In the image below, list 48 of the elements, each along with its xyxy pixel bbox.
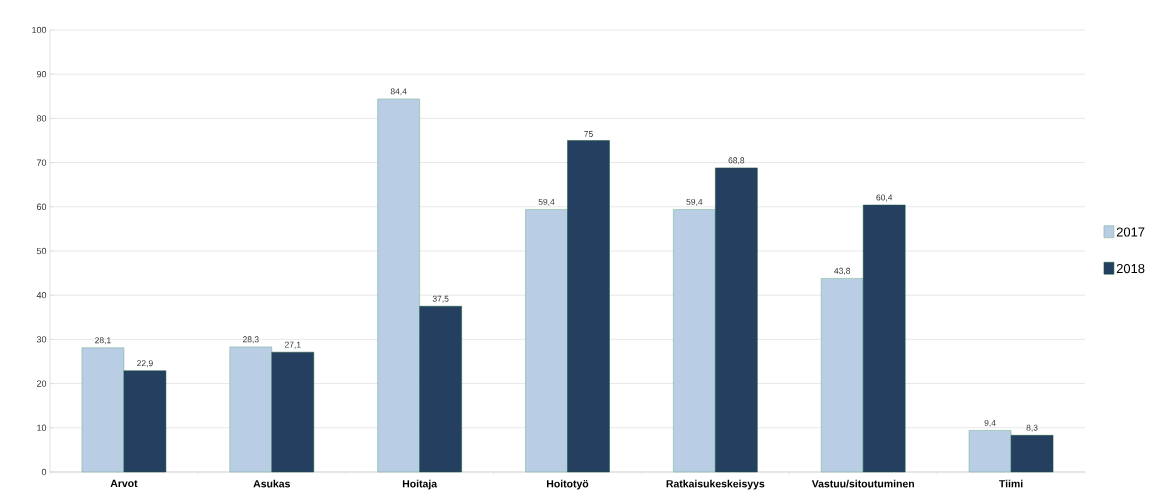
data-label: 59,4 bbox=[538, 198, 555, 206]
y-tick-label: 80 bbox=[36, 115, 47, 122]
bar bbox=[715, 167, 758, 473]
bar bbox=[1010, 435, 1054, 473]
x-tick-label: Arvot bbox=[110, 479, 138, 488]
y-tick-label: 30 bbox=[36, 336, 47, 343]
bar bbox=[81, 347, 125, 473]
y-tick-label: 60 bbox=[36, 203, 47, 210]
data-label: 68,8 bbox=[728, 157, 745, 165]
y-tick-label: 50 bbox=[36, 247, 47, 255]
data-label: 27,1 bbox=[284, 341, 301, 349]
data-label: 59,4 bbox=[686, 198, 703, 206]
legend-label: 2018 bbox=[1116, 263, 1145, 274]
bar bbox=[123, 370, 167, 473]
data-label: 9,4 bbox=[984, 419, 996, 427]
x-tick-label: Hoitotyö bbox=[546, 479, 589, 490]
bar bbox=[525, 209, 568, 473]
x-tick-label: Tiimi bbox=[999, 479, 1023, 488]
bar bbox=[820, 278, 864, 473]
bar bbox=[968, 430, 1012, 473]
data-label: 60,4 bbox=[876, 194, 893, 202]
y-tick-label: 40 bbox=[36, 292, 47, 299]
x-tick-label: Hoitaja bbox=[402, 479, 438, 490]
y-tick-label: 100 bbox=[32, 26, 47, 34]
data-label: 28,3 bbox=[242, 336, 259, 344]
data-label: 8,3 bbox=[1026, 424, 1038, 432]
bar bbox=[419, 305, 462, 473]
bar bbox=[567, 140, 610, 473]
data-label: 37,5 bbox=[432, 295, 449, 303]
x-tick-label: Asukas bbox=[253, 479, 290, 488]
bar bbox=[862, 204, 906, 473]
y-tick-label: 0 bbox=[41, 468, 47, 476]
y-tick-label: 90 bbox=[36, 71, 47, 78]
x-tick-label: Vastuu/sitoutuminen bbox=[811, 479, 914, 488]
bar bbox=[673, 209, 716, 473]
legend-label: 2017 bbox=[1116, 227, 1145, 237]
bar bbox=[229, 346, 273, 473]
data-label: 75 bbox=[584, 131, 593, 137]
y-tick-label: 70 bbox=[36, 159, 47, 166]
data-label: 43,8 bbox=[834, 267, 851, 275]
data-label: 28,1 bbox=[95, 337, 111, 345]
bar bbox=[271, 351, 315, 473]
bar bbox=[377, 98, 420, 473]
x-tick-label: Ratkaisukeskeisyys bbox=[666, 479, 765, 490]
y-tick-label: 10 bbox=[37, 424, 47, 431]
data-label: 22,9 bbox=[137, 360, 153, 368]
y-tick-label: 20 bbox=[36, 380, 47, 387]
data-label: 84,4 bbox=[390, 88, 407, 96]
